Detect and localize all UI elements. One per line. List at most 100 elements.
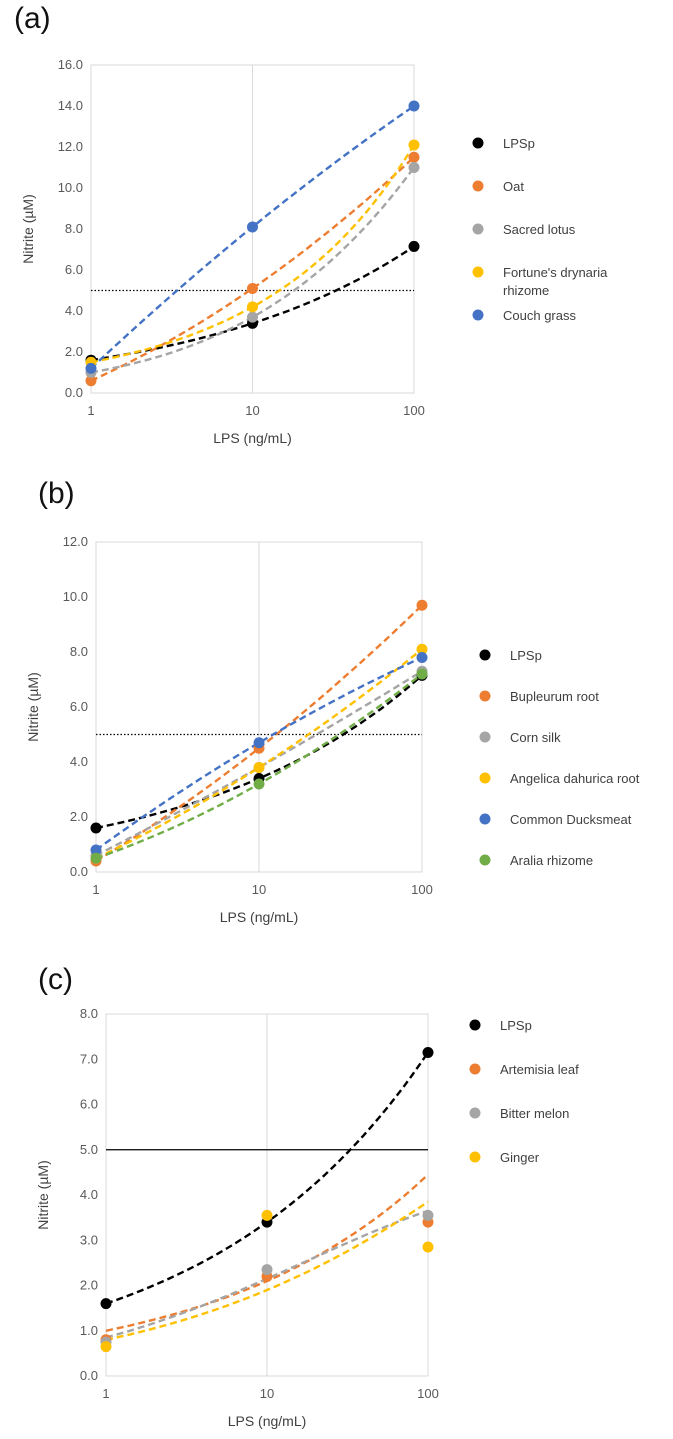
y-tick-label: 7.0 — [80, 1051, 98, 1066]
legend-label: Fortune's drynaria — [503, 265, 608, 280]
legend-marker — [472, 137, 484, 149]
data-point-aralia-rhizome — [416, 668, 428, 680]
data-point-common-ducksmeat — [90, 844, 102, 856]
legend-label: Oat — [503, 179, 524, 194]
y-tick-label: 8.0 — [70, 644, 88, 659]
legend-label: LPSp — [500, 1018, 532, 1033]
legend-label: Corn silk — [510, 730, 561, 745]
legend-marker — [469, 1151, 481, 1163]
x-tick-label: 1 — [102, 1386, 109, 1401]
chart-b: 1 10 100 0.0 2.0 4.0 6.0 8.0 10.0 12.0 LPS (ng/mL)… — [25, 534, 640, 925]
y-tick-label: 8.0 — [65, 221, 83, 236]
data-point-bitter-melon — [422, 1209, 434, 1221]
legend-marker — [479, 854, 491, 866]
x-tick-label: 10 — [260, 1386, 274, 1401]
x-tick-label: 100 — [403, 403, 425, 418]
data-point-lpsp — [422, 1046, 434, 1058]
data-point-common-ducksmeat — [416, 652, 428, 663]
legend-label: LPSp — [503, 136, 535, 151]
data-point-common-ducksmeat — [253, 737, 265, 749]
trendline-angelica-dahurica-root — [95, 648, 423, 860]
x-axis-title: LPS (ng/mL) — [213, 430, 292, 446]
y-tick-label: 0.0 — [80, 1368, 98, 1383]
data-point-ginger — [422, 1241, 434, 1253]
data-point-ginger — [261, 1209, 273, 1221]
data-point-couch-grass — [408, 100, 420, 112]
data-point-sacred-lotus — [247, 311, 258, 323]
y-tick-label: 10.0 — [63, 589, 88, 604]
x-tick-label: 100 — [417, 1386, 439, 1401]
x-axis-title: LPS (ng/mL) — [220, 909, 299, 925]
y-tick-label: 16.0 — [58, 57, 83, 72]
data-point-oat — [408, 151, 420, 163]
legend-label: Ginger — [500, 1150, 540, 1165]
y-tick-label: 6.0 — [70, 699, 88, 714]
trendline-ginger — [105, 1200, 429, 1341]
legend-label: Couch grass — [503, 308, 576, 323]
x-tick-label: 1 — [87, 403, 94, 418]
legend-label: Angelica dahurica root — [510, 771, 640, 786]
y-axis-title: Nitrite (µM) — [20, 194, 36, 264]
legend-marker — [472, 266, 484, 278]
chart-c: 1 10 100 0.0 1.0 2.0 3.0 4.0 5.0 6.0 7.0 8.0 LPS (ng… — [35, 1006, 579, 1429]
y-tick-label: 2.0 — [70, 809, 88, 824]
panel-label-c: (c) — [38, 963, 73, 996]
y-tick-label: 10.0 — [58, 180, 83, 195]
data-point-angelica-dahurica-root — [416, 643, 428, 655]
legend-label: Common Ducksmeat — [510, 812, 632, 827]
x-tick-label: 10 — [252, 882, 266, 897]
data-point-oat — [247, 282, 258, 294]
legend-marker — [469, 1019, 481, 1031]
y-tick-label: 0.0 — [65, 385, 83, 400]
panel-label-b: (b) — [38, 477, 75, 510]
y-tick-label: 2.0 — [80, 1278, 98, 1293]
data-point-sacred-lotus — [408, 162, 420, 173]
data-point-fortune-s-drynaria-rhizome — [408, 139, 420, 151]
legend-label: Artemisia leaf — [500, 1062, 579, 1077]
legend-label: LPSp — [510, 648, 542, 663]
panel-label-a: (a) — [14, 2, 51, 35]
data-point-lpsp — [90, 822, 102, 834]
data-point-lpsp — [100, 1298, 112, 1310]
legend-label: Sacred lotus — [503, 222, 576, 237]
y-tick-label: 4.0 — [80, 1187, 98, 1202]
legend-marker — [479, 772, 491, 784]
legend-label: Bupleurum root — [510, 689, 599, 704]
y-axis-title: Nitrite (µM) — [25, 672, 41, 742]
y-tick-label: 5.0 — [80, 1142, 98, 1157]
data-point-lpsp — [408, 240, 420, 252]
y-tick-label: 12.0 — [58, 139, 83, 154]
x-axis-title: LPS (ng/mL) — [228, 1413, 307, 1429]
legend-marker — [479, 731, 491, 743]
legend-marker — [469, 1107, 481, 1119]
y-tick-label: 12.0 — [63, 534, 88, 549]
y-tick-label: 4.0 — [70, 754, 88, 769]
legend-label: rhizome — [503, 283, 549, 298]
legend-marker — [472, 180, 484, 192]
y-tick-label: 6.0 — [65, 262, 83, 277]
x-tick-label: 10 — [245, 403, 259, 418]
y-axis-title: Nitrite (µM) — [35, 1160, 51, 1230]
data-point-bitter-melon — [261, 1264, 273, 1276]
data-point-couch-grass — [247, 221, 258, 233]
x-tick-label: 1 — [92, 882, 99, 897]
trendline-common-ducksmeat — [95, 656, 423, 851]
y-tick-label: 3.0 — [80, 1232, 98, 1247]
data-point-ginger — [100, 1341, 112, 1353]
data-point-aralia-rhizome — [90, 852, 102, 864]
chart-a: 1 10 100 0.0 2.0 4.0 6.0 8.0 10.0 12.0 14.0 16.0 LPS… — [20, 57, 608, 446]
data-point-aralia-rhizome — [253, 778, 265, 790]
data-point-couch-grass — [85, 362, 97, 374]
legend-marker — [479, 649, 491, 661]
trendline-corn-silk — [95, 670, 423, 857]
legend-label: Bitter melon — [500, 1106, 569, 1121]
x-tick-label: 100 — [411, 882, 433, 897]
y-tick-label: 8.0 — [80, 1006, 98, 1021]
y-tick-label: 2.0 — [65, 344, 83, 359]
trendline-oat — [90, 156, 415, 382]
legend-label: Aralia rhizome — [510, 853, 593, 868]
data-point-oat — [85, 375, 97, 387]
y-tick-label: 1.0 — [80, 1323, 98, 1338]
legend-marker — [469, 1063, 481, 1075]
y-tick-label: 6.0 — [80, 1097, 98, 1112]
